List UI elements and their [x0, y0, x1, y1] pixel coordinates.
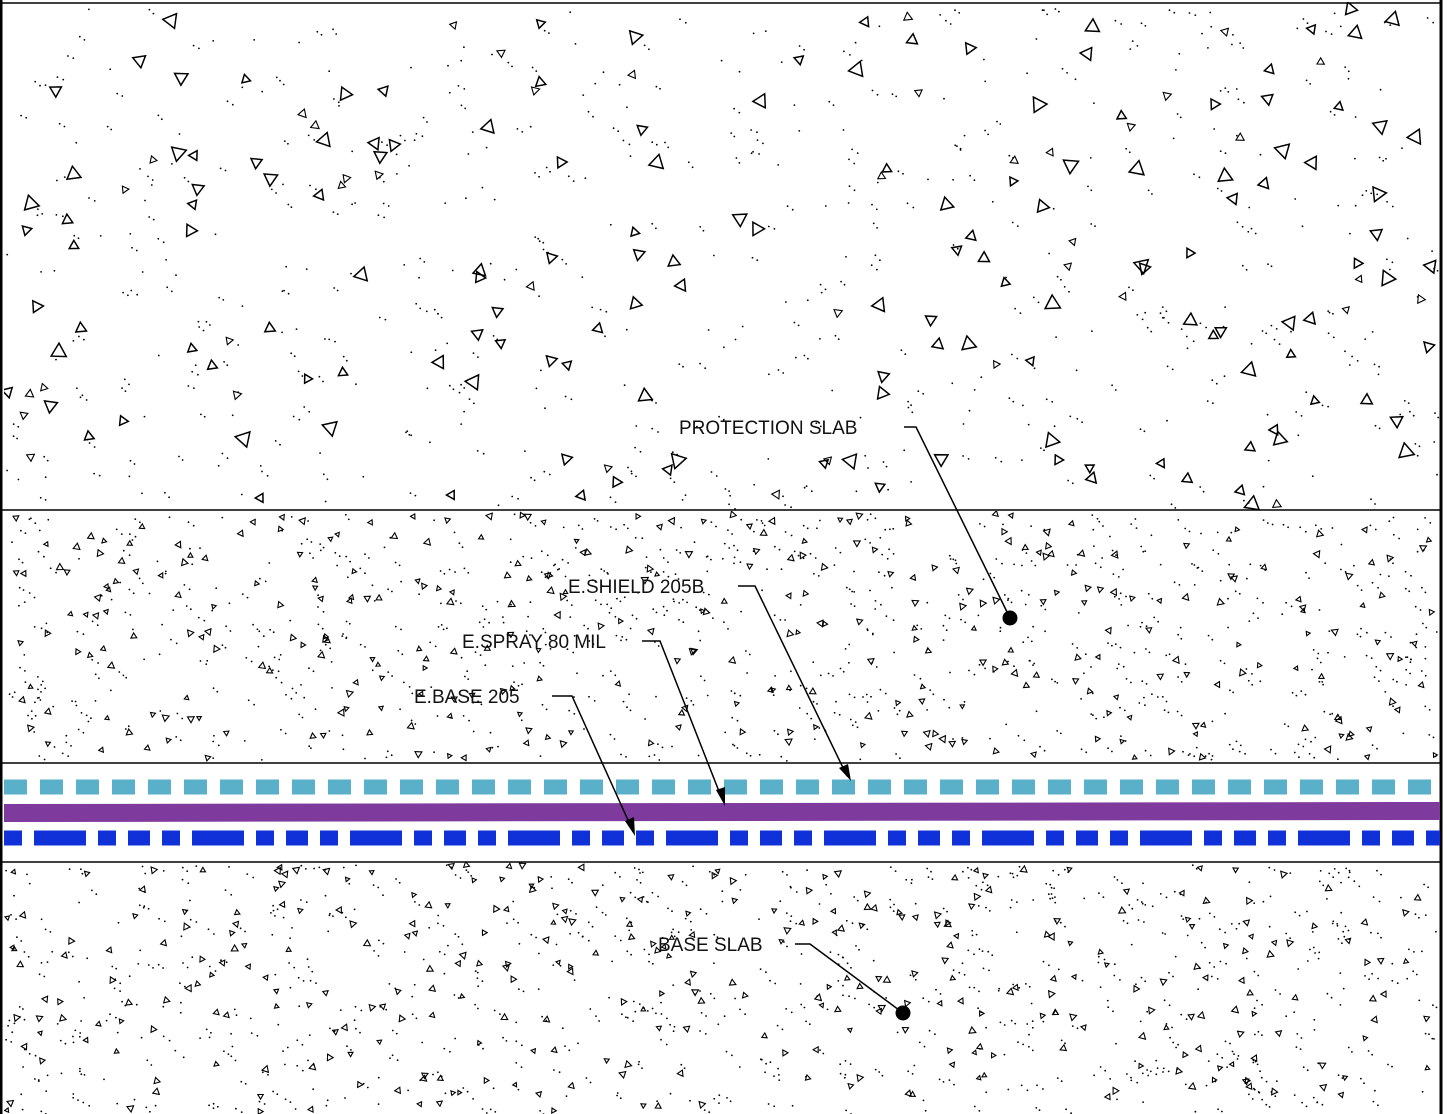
callout-base-slab: BASE SLAB	[658, 935, 911, 1021]
callout-label: E.SPRAY 80 MIL	[462, 632, 606, 653]
callout-label: PROTECTION SLAB	[679, 418, 857, 439]
base-slab-concrete-hatch	[4, 862, 1438, 1114]
callout-protection-slab: PROTECTION SLAB	[679, 418, 1018, 626]
protection-slab-concrete-hatch	[4, 2, 1440, 510]
callout-label: BASE SLAB	[658, 935, 763, 956]
callout-e-spray-80-mil: E.SPRAY 80 MIL	[462, 632, 725, 806]
callout-label: E.BASE 205	[414, 687, 520, 708]
upper-slab-concrete-hatch	[8, 511, 1439, 763]
callout-label: E.SHIELD 205B	[568, 577, 704, 598]
e-spray-80-mil-layer	[4, 802, 1440, 822]
callout-e-shield-205b: E.SHIELD 205B	[568, 577, 851, 781]
callout-e-base-205: E.BASE 205	[414, 687, 635, 836]
